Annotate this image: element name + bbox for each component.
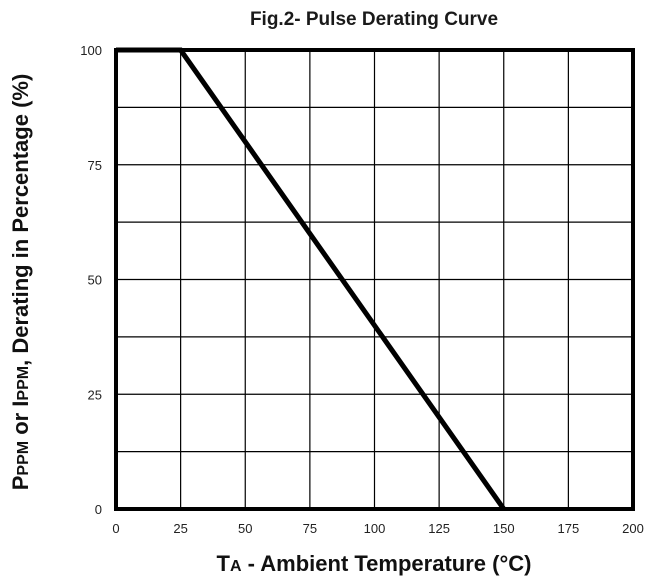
x-tick-label: 125	[428, 521, 450, 536]
grid	[116, 50, 633, 509]
x-tick-label: 25	[173, 521, 187, 536]
y-label-or: or	[8, 407, 33, 441]
x-tick-label: 100	[364, 521, 386, 536]
x-tick-label: 50	[238, 521, 252, 536]
y-label-p: P	[8, 476, 33, 491]
x-label-rest: - Ambient Temperature (°C)	[242, 551, 532, 576]
y-tick-label: 100	[80, 43, 102, 58]
x-tick-label: 150	[493, 521, 515, 536]
y-axis-label: PPPM or IPPM, Derating in Percentage (%)	[8, 74, 33, 491]
y-tick-label: 75	[88, 158, 102, 173]
x-tick-label: 200	[622, 521, 644, 536]
x-tick-label: 175	[558, 521, 580, 536]
x-tick-label: 0	[112, 521, 119, 536]
y-label-i: I	[8, 401, 33, 407]
x-axis-label: TA - Ambient Temperature (°C)	[217, 551, 532, 576]
y-label-i-sub: PPM	[15, 366, 32, 401]
plot-frame	[114, 48, 635, 511]
x-label-lead: T	[217, 551, 231, 576]
chart-title: Fig.2- Pulse Derating Curve	[250, 9, 498, 30]
x-tick-labels: 0 25 50 75 100 125 150 175 200	[112, 521, 643, 536]
y-label-rest: , Derating in Percentage (%)	[8, 74, 33, 366]
x-label-sub: A	[230, 558, 242, 575]
y-tick-label: 0	[95, 502, 102, 517]
y-tick-labels: 0 25 50 75 100	[80, 43, 102, 517]
y-tick-label: 50	[88, 273, 102, 288]
y-label-p-sub: PPM	[15, 441, 32, 476]
y-tick-label: 25	[88, 387, 102, 402]
x-tick-label: 75	[303, 521, 317, 536]
